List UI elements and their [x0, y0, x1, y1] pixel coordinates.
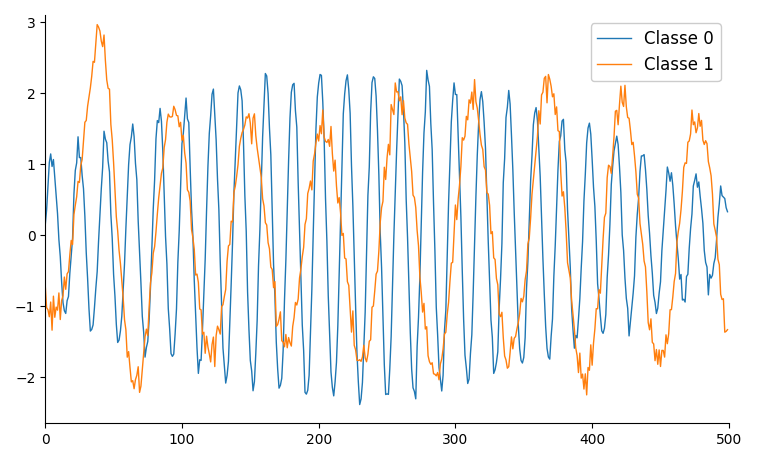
Classe 1: [603, 175, 612, 180]
Classe 0: [411, 396, 420, 401]
Classe 1: [370, 288, 379, 294]
Classe 0: [723, 209, 732, 214]
Classe 1: [92, 22, 101, 27]
Classe 0: [709, 261, 718, 266]
Classe 1: [448, 260, 457, 265]
Classe 1: [709, 221, 718, 227]
Classe 0: [370, 76, 379, 81]
Line: Classe 0: Classe 0: [45, 70, 727, 405]
Classe 0: [366, 109, 375, 115]
Classe 0: [422, 67, 431, 73]
Line: Classe 1: Classe 1: [45, 24, 727, 395]
Classe 0: [355, 402, 364, 407]
Classe 0: [603, 274, 612, 280]
Classe 1: [41, 282, 50, 288]
Classe 0: [41, 222, 50, 228]
Classe 1: [723, 327, 732, 333]
Classe 1: [411, 205, 420, 210]
Classe 0: [450, 80, 459, 85]
Classe 1: [582, 392, 591, 398]
Classe 1: [366, 337, 375, 342]
Legend: Classe 0, Classe 1: Classe 0, Classe 1: [590, 24, 721, 81]
